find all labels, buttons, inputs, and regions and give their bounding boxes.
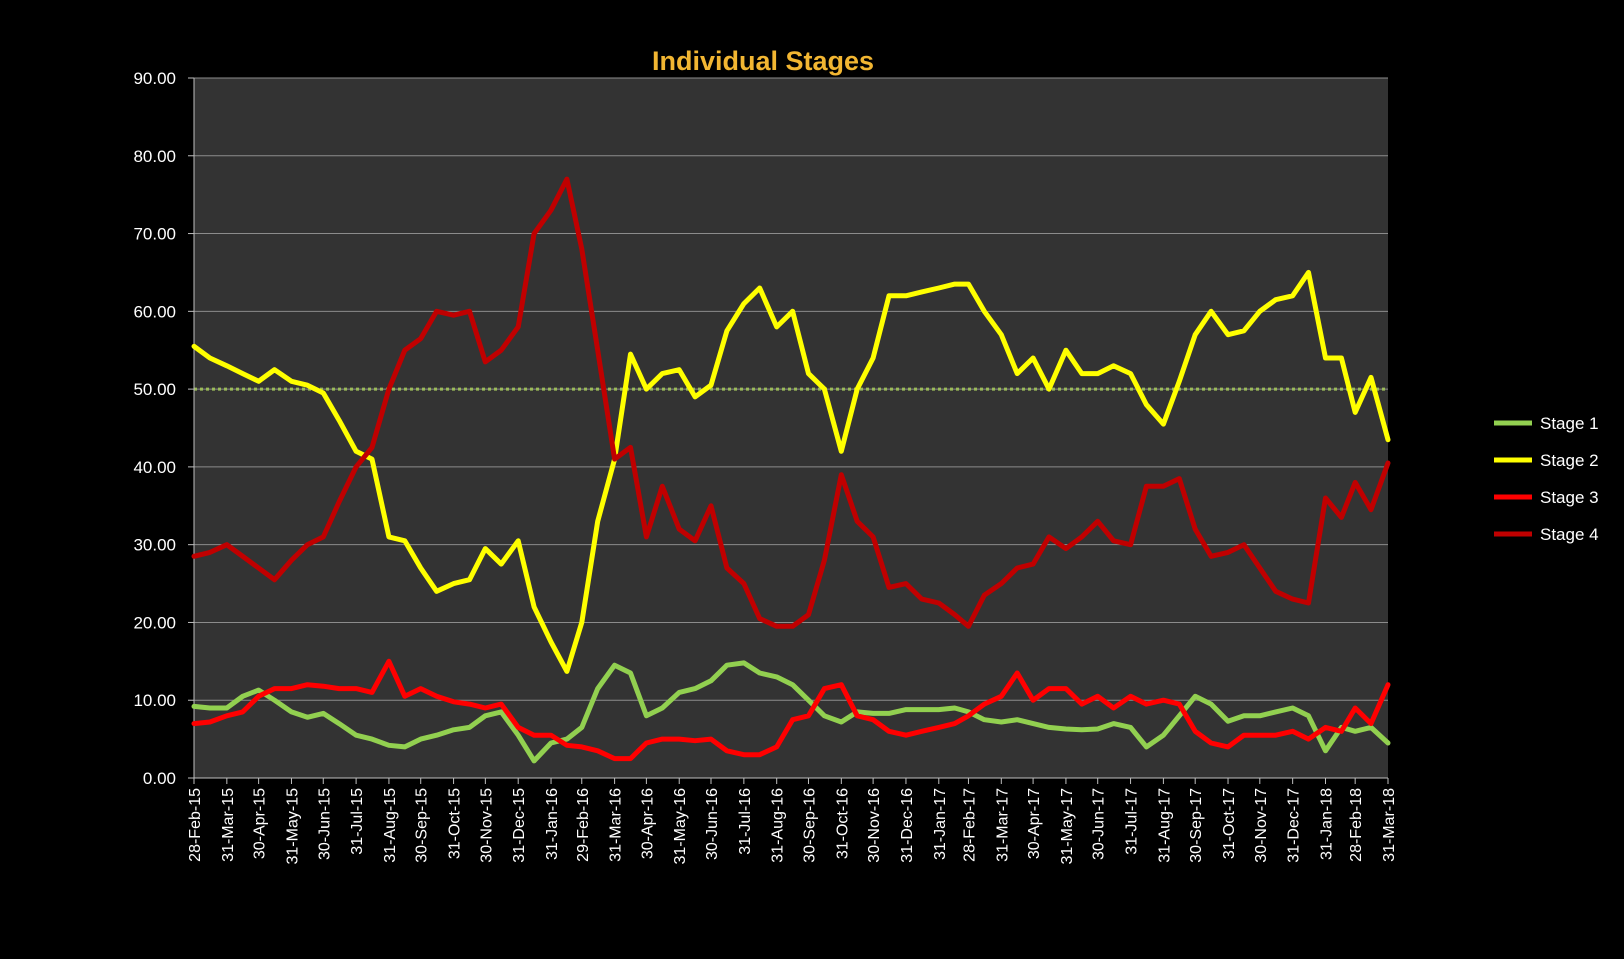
- x-tick-label: 31-May-15: [284, 788, 301, 865]
- chart-title: Individual Stages: [652, 46, 874, 76]
- y-tick-label: 0.00: [143, 769, 176, 788]
- legend-label: Stage 2: [1540, 451, 1599, 470]
- legend-label: Stage 4: [1540, 525, 1599, 544]
- series-line-stage-4: [191, 176, 1391, 629]
- x-tick-label: 30-Jun-17: [1091, 788, 1108, 860]
- x-tick-label: 31-Aug-17: [1156, 788, 1173, 863]
- x-tick-label: 30-Sep-16: [801, 788, 818, 863]
- x-tick-label: 31-Jan-17: [932, 788, 949, 860]
- legend-label: Stage 1: [1540, 414, 1599, 433]
- x-tick-label: 31-Mar-16: [608, 788, 625, 862]
- x-tick-label: 30-Sep-15: [414, 788, 431, 863]
- x-tick-label: 31-Mar-17: [994, 788, 1011, 862]
- y-tick-label: 90.00: [133, 69, 176, 88]
- x-tick-label: 31-Aug-15: [382, 788, 399, 863]
- x-tick-label: 30-Sep-17: [1188, 788, 1205, 863]
- x-tick-label: 30-Apr-15: [252, 788, 269, 859]
- x-tick-label: 31-Mar-18: [1381, 788, 1398, 862]
- x-tick-label: 31-May-16: [672, 788, 689, 865]
- x-tick-label: 31-Jan-16: [544, 788, 561, 860]
- x-tick-label: 31-Jul-15: [349, 788, 366, 855]
- series-line-stage-3: [191, 658, 1391, 762]
- x-tick-label: 31-May-17: [1059, 788, 1076, 865]
- y-tick-label: 60.00: [133, 302, 176, 321]
- x-tick-label: 28-Feb-18: [1348, 788, 1365, 862]
- x-tick-label: 31-Jul-17: [1124, 788, 1141, 855]
- x-tick-label: 28-Feb-17: [961, 788, 978, 862]
- x-tick-label: 30-Apr-17: [1026, 788, 1043, 859]
- axes: 0.00 10.00 20.00 30.00 40.00 50.00 60.00 70.00 8…: [133, 69, 1398, 864]
- series-line-stage-2: [191, 269, 1391, 674]
- y-tick-label: 10.00: [133, 691, 176, 710]
- x-tick-label: 31-Dec-16: [899, 788, 916, 863]
- x-tick-label: 29-Feb-16: [575, 788, 592, 862]
- x-tick-label: 30-Nov-16: [866, 788, 883, 863]
- y-tick-label: 20.00: [133, 613, 176, 632]
- y-tick-label: 80.00: [133, 147, 176, 166]
- x-tick-label: 30-Nov-17: [1253, 788, 1270, 863]
- x-tick-label: 31-Jan-18: [1318, 788, 1335, 860]
- x-tick-label: 31-Jul-16: [737, 788, 754, 855]
- series-line-stage-1: [191, 660, 1391, 764]
- x-tick-label: 31-Oct-15: [447, 788, 464, 859]
- y-tick-label: 30.00: [133, 536, 176, 555]
- y-tick-label: 40.00: [133, 458, 176, 477]
- legend: Stage 1 Stage 2 Stage 3 Stage 4: [1494, 414, 1599, 544]
- y-tick-label: 50.00: [133, 380, 176, 399]
- x-tick-label: 31-Mar-15: [220, 788, 237, 862]
- legend-label: Stage 3: [1540, 488, 1599, 507]
- series-lines: [191, 176, 1391, 764]
- x-tick-label: 30-Jun-15: [316, 788, 333, 860]
- x-tick-label: 30-Jun-16: [704, 788, 721, 860]
- x-tick-label: 30-Nov-15: [478, 788, 495, 863]
- x-tick-label: 31-Oct-17: [1221, 788, 1238, 859]
- y-tick-label: 70.00: [133, 225, 176, 244]
- plot-area: [194, 78, 1388, 778]
- x-tick-label: 28-Feb-15: [187, 788, 204, 862]
- x-tick-label: 30-Apr-16: [639, 788, 656, 859]
- x-tick-label: 31-Aug-16: [770, 788, 787, 863]
- x-tick-label: 31-Oct-16: [834, 788, 851, 859]
- x-tick-label: 31-Dec-17: [1286, 788, 1303, 863]
- x-tick-label: 31-Dec-15: [511, 788, 528, 863]
